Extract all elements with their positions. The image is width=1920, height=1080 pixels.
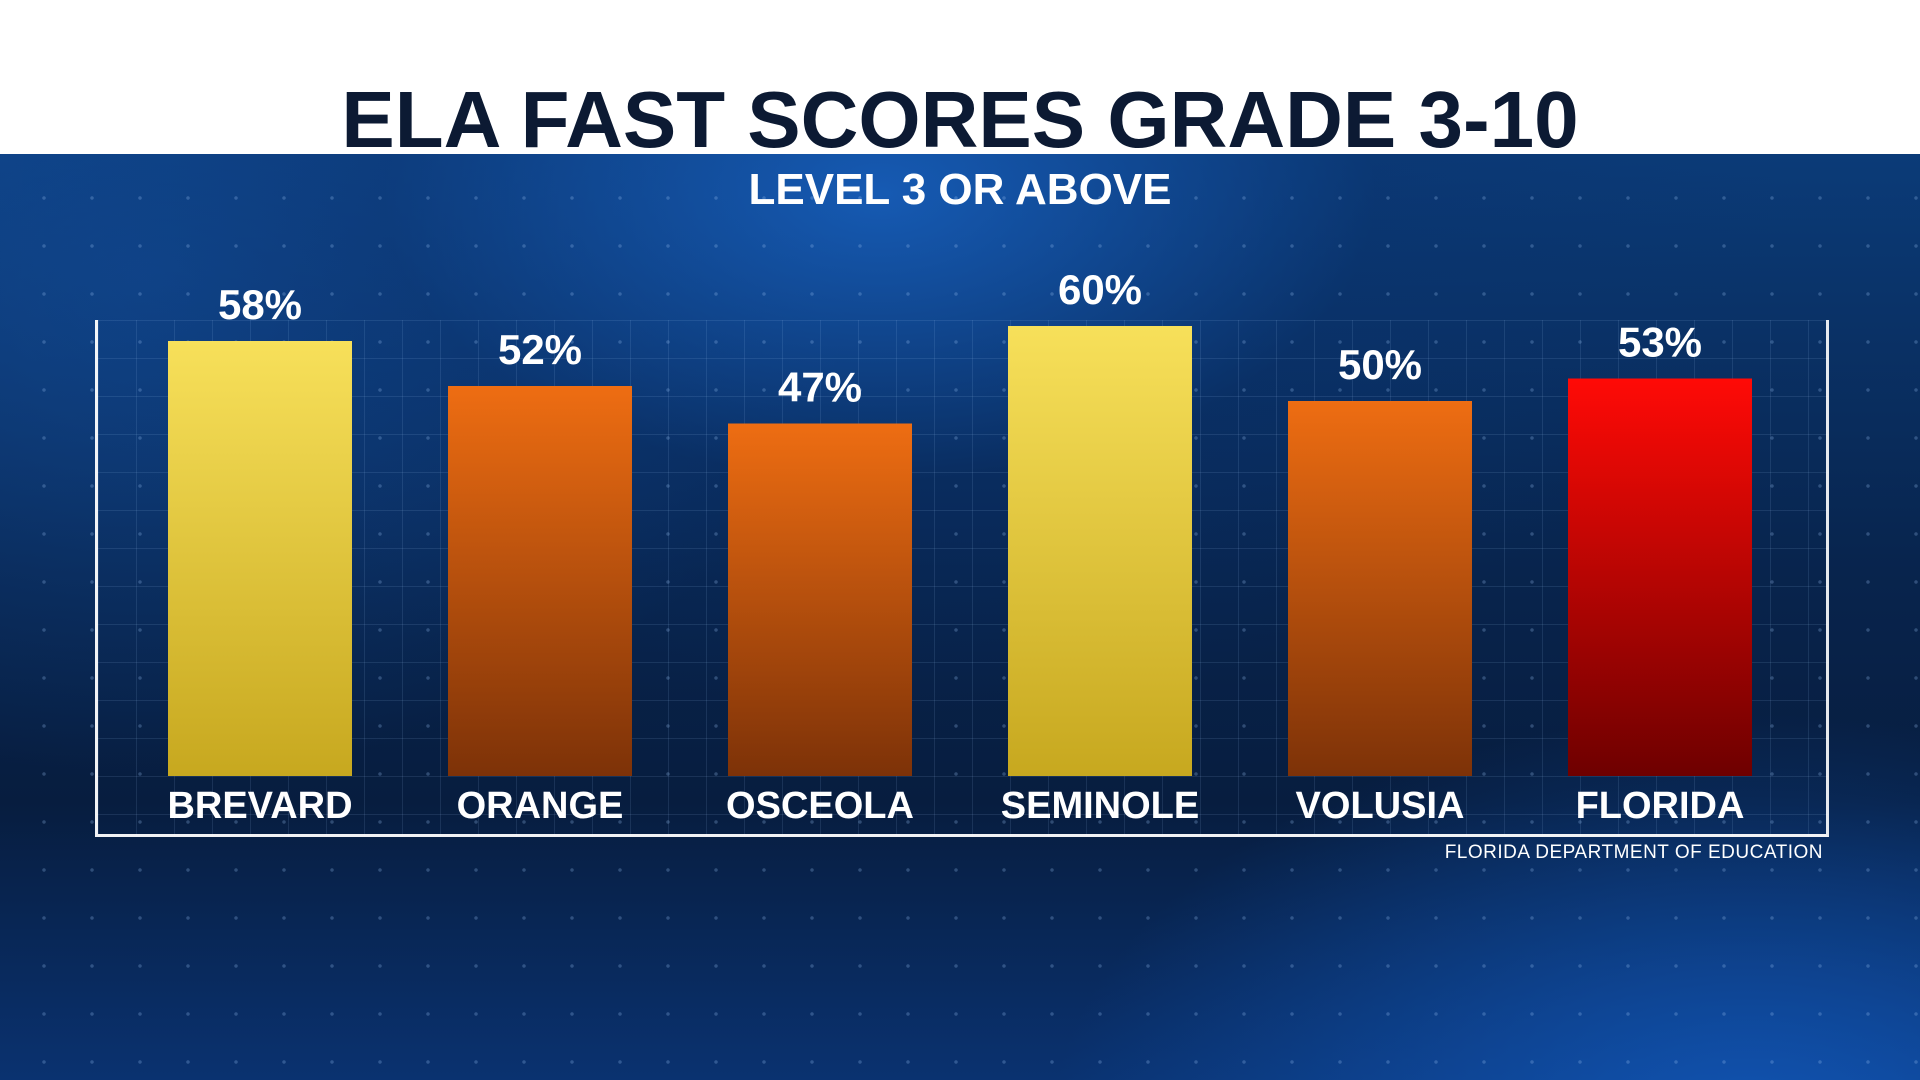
category-label-orange: ORANGE <box>457 785 624 827</box>
source-credit: FLORIDA DEPARTMENT OF EDUCATION <box>1444 842 1823 863</box>
value-label-volusia: 50% <box>1338 341 1422 388</box>
header-band: ELA FAST SCORES GRADE 3-10 <box>0 0 1920 162</box>
bar-osceola <box>728 423 912 776</box>
bars-layer: 58% BREVARD 52% ORANGE 47% OSCEOLA 60% SEMINOLE… <box>167 266 1752 827</box>
value-label-seminole: 60% <box>1058 266 1142 313</box>
value-label-osceola: 47% <box>778 364 862 411</box>
value-label-orange: 52% <box>498 326 582 373</box>
bar-brevard <box>168 341 352 776</box>
bar-volusia <box>1288 401 1472 776</box>
category-label-seminole: SEMINOLE <box>1001 785 1199 827</box>
bar-florida <box>1568 378 1752 776</box>
value-label-florida: 53% <box>1618 319 1702 366</box>
category-label-volusia: VOLUSIA <box>1296 785 1465 827</box>
bar-seminole <box>1008 326 1192 776</box>
chart-subtitle: LEVEL 3 OR ABOVE <box>748 165 1172 214</box>
value-label-brevard: 58% <box>218 281 302 328</box>
plot-frame <box>95 320 1829 837</box>
category-label-florida: FLORIDA <box>1576 785 1745 827</box>
chart-title: ELA FAST SCORES GRADE 3-10 <box>341 75 1579 164</box>
bar-orange <box>448 386 632 776</box>
category-label-brevard: BREVARD <box>167 785 352 827</box>
category-label-osceola: OSCEOLA <box>726 785 914 827</box>
